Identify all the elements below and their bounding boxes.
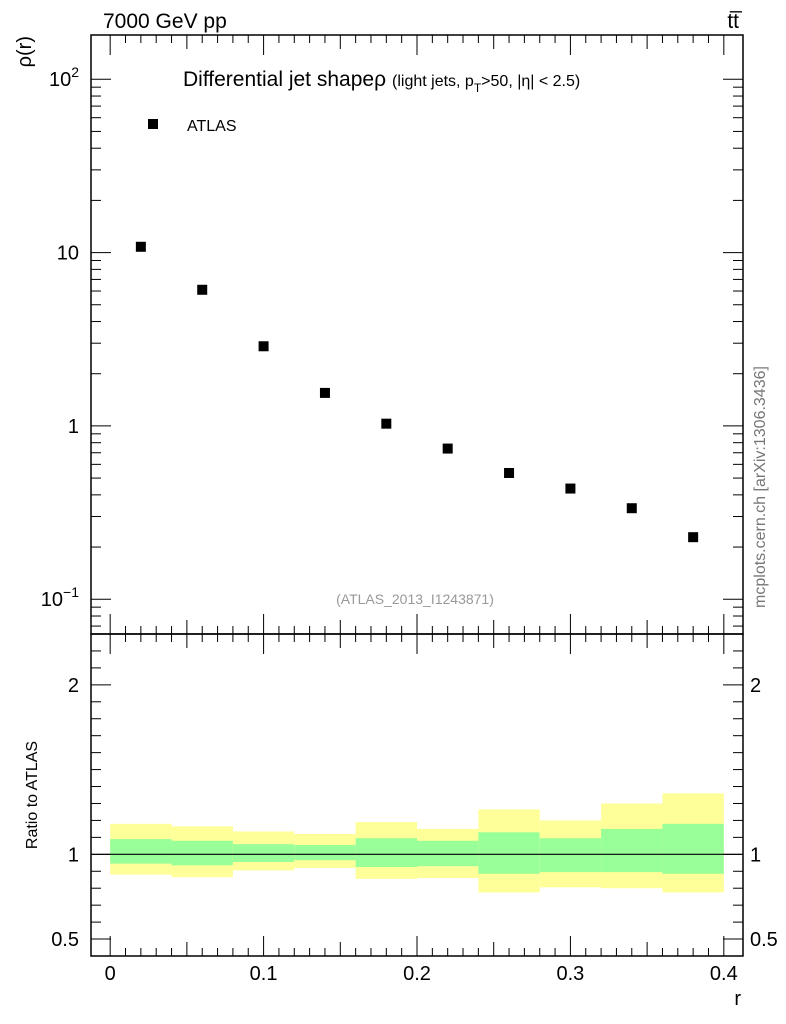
main-axis-ticks [91, 35, 743, 634]
ratio-panel: 0.5 0.51 12 2 0 0.1 0.2 0.3 0.4 Ratio to ATLAS … [24, 633, 778, 1010]
main-title-rest: >50, |η| < 2.5) [481, 73, 580, 90]
x-tick-label: 0 [105, 963, 116, 985]
main-title-subscript: T [474, 81, 482, 95]
data-point [504, 467, 515, 478]
data-point [688, 532, 699, 543]
main-title: Differential jet shapeρ (light jets, pT>5… [183, 68, 580, 95]
uncertainty-bands [110, 793, 724, 893]
x-tick-label: 0.1 [250, 963, 278, 985]
ratio-panel-frame [90, 633, 744, 957]
ratio-y-tick-label-right: 0.5 [750, 929, 778, 951]
legend-marker [148, 119, 158, 129]
data-point [381, 418, 392, 429]
side-credit-label: mcplots.cern.ch [arXiv:1306.3436] [752, 366, 769, 608]
main-panel: 10−1 1 10 102 ρ(r) Differential jet shapeρ (… [14, 34, 744, 635]
x-tick-label: 0.2 [403, 963, 431, 985]
inner-band-bin [478, 832, 540, 874]
legend-label: ATLAS [187, 118, 237, 135]
data-point [135, 241, 146, 252]
main-title-text: Differential jet shape [183, 68, 374, 91]
inner-band-bin [232, 844, 295, 862]
inner-band-bin [294, 844, 356, 861]
main-y-tick-labels: 10−1 1 10 102 [41, 64, 79, 611]
x-axis-label: r [734, 988, 741, 1010]
ratio-y-axis-label: Ratio to ATLAS [24, 741, 41, 849]
ratio-y-tick-label: 1 [68, 844, 79, 866]
main-title-paren: (light jets, p [392, 73, 474, 90]
inner-band-bin [355, 838, 417, 868]
ratio-y-tick-label-right: 2 [750, 675, 761, 697]
ratio-axis-ticks [91, 634, 743, 957]
ratio-y-tick-label: 2 [68, 675, 79, 697]
ratio-y-tick-label: 0.5 [51, 929, 79, 951]
inner-band-bin [417, 840, 479, 867]
inner-band-bin [539, 838, 602, 873]
inner-band-bin [662, 823, 724, 874]
main-y-tick-label: 1 [68, 416, 79, 438]
data-point [197, 284, 208, 295]
x-tick-label: 0.3 [557, 963, 585, 985]
data-point [626, 503, 637, 514]
ratio-y-tick-labels: 0.5 0.5 1 1 2 2 [51, 675, 778, 951]
main-y-tick-label: 10 [57, 243, 79, 265]
main-y-tick-label: 102 [49, 64, 79, 91]
main-y-axis-label: ρ(r) [14, 36, 36, 67]
header-energy-label: 7000 GeV pp [103, 10, 227, 33]
data-point [442, 443, 453, 454]
inner-band-bin [110, 839, 172, 864]
inner-band-bin [601, 828, 663, 873]
main-title-rho: ρ [374, 68, 386, 91]
header-process-label: tt̅ [727, 10, 743, 33]
data-point [319, 387, 330, 398]
main-y-tick-label: 10−1 [41, 584, 79, 611]
data-point [565, 483, 576, 494]
ratio-y-tick-label-right: 1 [750, 844, 761, 866]
analysis-watermark: (ATLAS_2013_I1243871) [336, 591, 494, 607]
data-points [135, 241, 699, 543]
x-tick-label: 0.4 [710, 963, 738, 985]
inner-band-bin [171, 840, 233, 866]
x-tick-labels: 0 0.1 0.2 0.3 0.4 [105, 963, 738, 985]
data-point [258, 341, 269, 352]
